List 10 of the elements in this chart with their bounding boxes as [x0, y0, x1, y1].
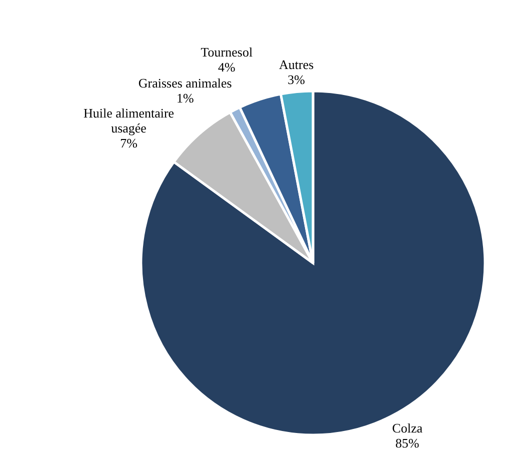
- slice-label: Graisses animales: [138, 75, 232, 90]
- data-label: 7%: [120, 136, 138, 151]
- data-label: 3%: [288, 72, 306, 87]
- slice-label: Huile alimentaire usagée: [83, 106, 174, 136]
- data-label: 85%: [395, 436, 420, 451]
- data-label: 1%: [176, 90, 194, 106]
- slice-label: Tournesol: [200, 44, 253, 60]
- slice-label: Colza: [392, 420, 423, 436]
- slice-label: Autres: [279, 56, 314, 72]
- data-label: 4%: [218, 60, 236, 75]
